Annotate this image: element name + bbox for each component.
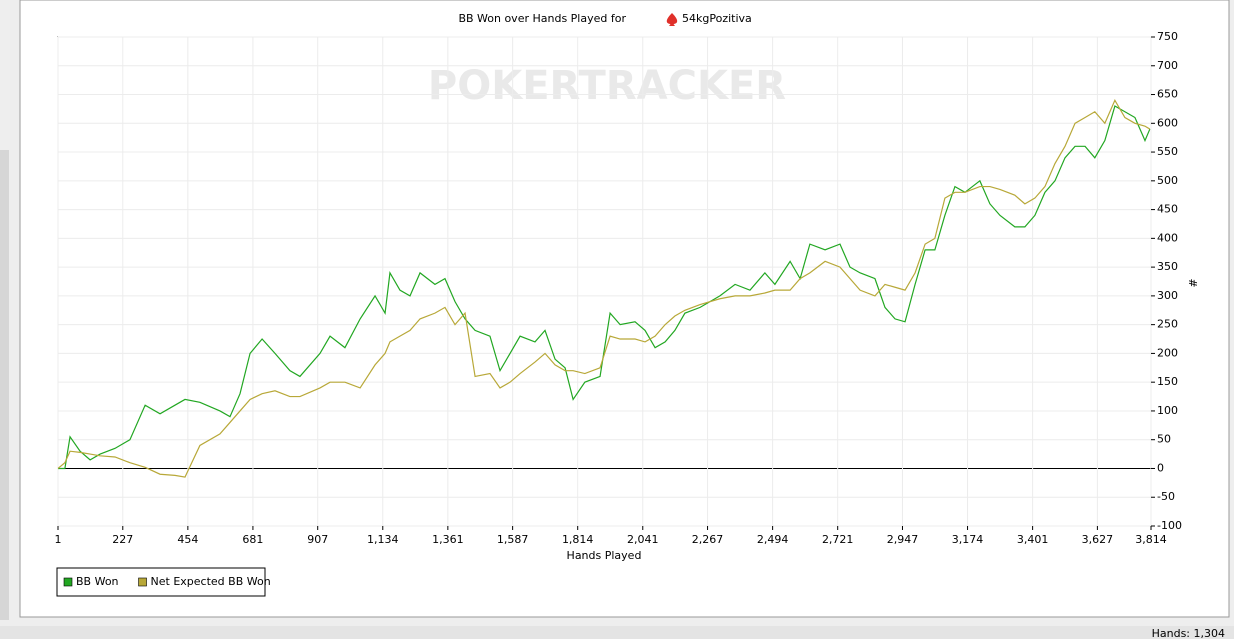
spade-icon bbox=[666, 13, 678, 26]
y-tick-label: 150 bbox=[1157, 375, 1178, 388]
x-tick-label: 2,494 bbox=[757, 533, 789, 546]
legend bbox=[56, 567, 266, 597]
x-tick-label: 907 bbox=[307, 533, 328, 546]
y-tick-label: 400 bbox=[1157, 231, 1178, 244]
status-text: Hands: 1,304 bbox=[1152, 627, 1225, 639]
y-tick-label: 250 bbox=[1157, 318, 1178, 331]
x-tick-label: 3,627 bbox=[1082, 533, 1114, 546]
x-tick-label: 3,174 bbox=[952, 533, 984, 546]
y-tick-label: 350 bbox=[1157, 260, 1178, 273]
y-axis-label: # bbox=[1186, 278, 1199, 287]
y-tick-label: 650 bbox=[1157, 88, 1178, 101]
data-line bbox=[58, 105, 1151, 470]
x-tick-label: 2,267 bbox=[692, 533, 724, 546]
chart-title: BB Won over Hands Played for bbox=[458, 12, 626, 25]
x-tick-label: 2,947 bbox=[887, 533, 919, 546]
y-tick-label: 550 bbox=[1157, 145, 1178, 158]
y-tick-label: 450 bbox=[1157, 203, 1178, 216]
legend-swatch bbox=[63, 577, 73, 587]
y-tick-label: 0 bbox=[1157, 461, 1164, 474]
x-tick-label: 681 bbox=[242, 533, 263, 546]
y-tick-label: 200 bbox=[1157, 346, 1178, 359]
x-tick-label: 1,814 bbox=[562, 533, 594, 546]
x-tick-label: 454 bbox=[177, 533, 198, 546]
status-bar bbox=[0, 626, 1234, 639]
y-tick-label: 700 bbox=[1157, 59, 1178, 72]
legend-label: BB Won bbox=[76, 575, 119, 588]
x-tick-label: 1,361 bbox=[432, 533, 464, 546]
y-tick-label: 50 bbox=[1157, 433, 1171, 446]
data-line bbox=[57, 98, 1151, 478]
x-tick-label: 3,401 bbox=[1017, 533, 1049, 546]
x-tick-label: 2,721 bbox=[822, 533, 854, 546]
y-tick-label: 300 bbox=[1157, 289, 1178, 302]
y-tick-label: 600 bbox=[1157, 116, 1178, 129]
x-tick-label: 1,134 bbox=[367, 533, 399, 546]
y-tick-label: 100 bbox=[1157, 404, 1178, 417]
y-tick-label: -100 bbox=[1157, 519, 1182, 532]
y-tick-label: 750 bbox=[1157, 30, 1178, 43]
y-tick-label: 500 bbox=[1157, 174, 1178, 187]
x-axis-label: Hands Played bbox=[567, 549, 642, 562]
x-tick-label: 227 bbox=[112, 533, 133, 546]
y-tick-label: -50 bbox=[1157, 490, 1175, 503]
chart-panel bbox=[19, 0, 1230, 618]
x-tick-label: 2,041 bbox=[627, 533, 659, 546]
player-name: 54kgPozitiva bbox=[682, 12, 752, 25]
scrollbar bbox=[0, 150, 9, 620]
x-tick-label: 1,587 bbox=[497, 533, 529, 546]
legend-swatch bbox=[138, 577, 147, 587]
watermark: POKERTRACKER bbox=[428, 63, 786, 109]
legend-label: Net Expected BB Won bbox=[151, 575, 271, 588]
x-tick-label: 1 bbox=[55, 533, 62, 546]
x-tick-label: 3,814 bbox=[1135, 533, 1167, 546]
